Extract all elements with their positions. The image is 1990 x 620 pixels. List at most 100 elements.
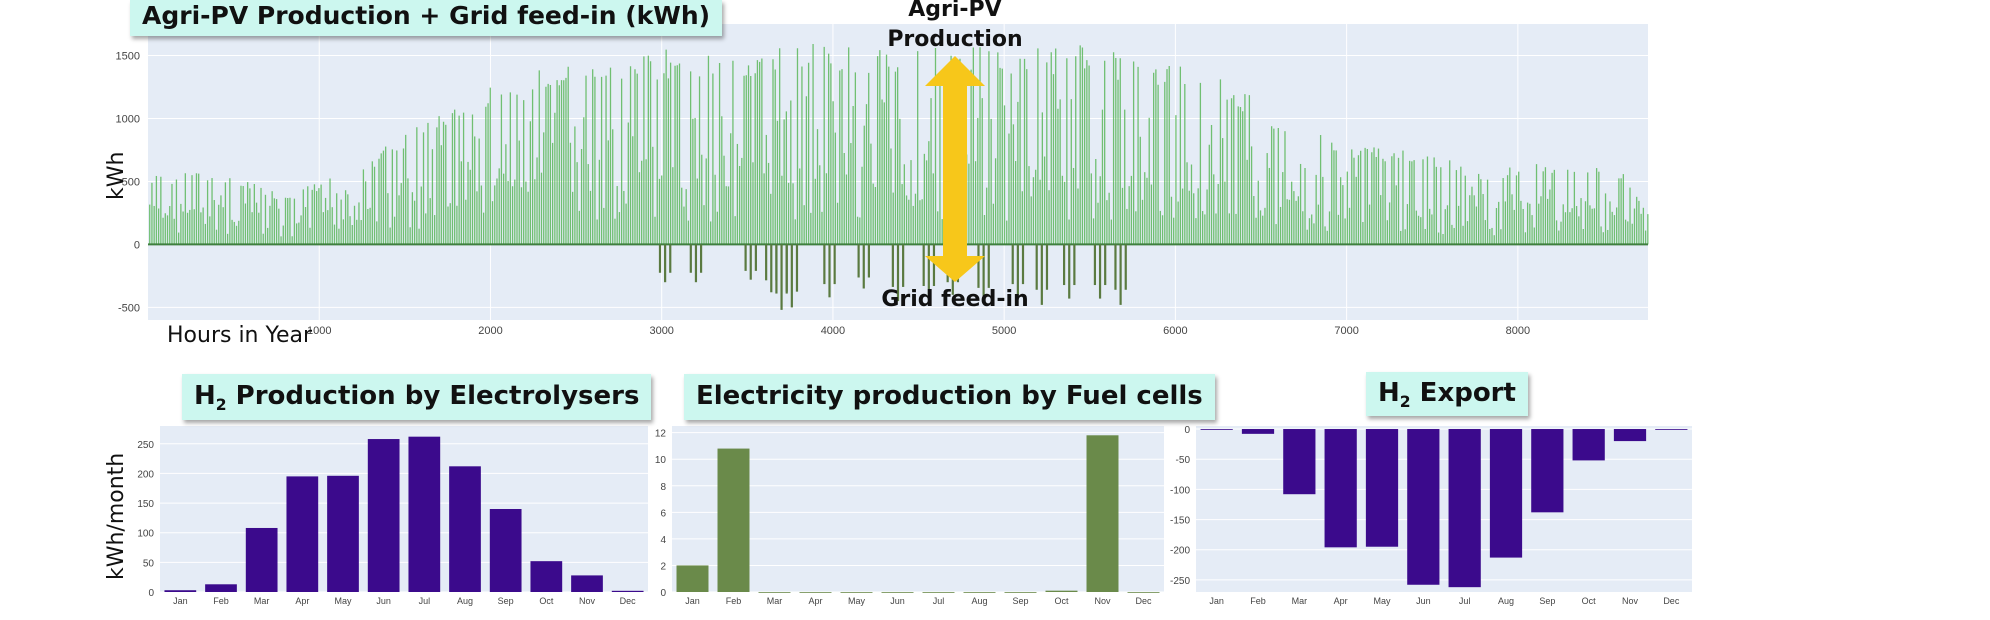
electrolyser-bar-dec <box>611 590 644 592</box>
x-tick-label: 8000 <box>1506 325 1530 337</box>
electrolyser-x-tick-label: May <box>334 596 352 606</box>
electrolyser-y-tick-label: 200 <box>137 469 154 480</box>
export-bar-aug <box>1489 429 1523 558</box>
fuelcell-x-tick-label: Aug <box>971 596 987 606</box>
x-tick-label: 3000 <box>649 325 673 337</box>
export-bar-dec <box>1655 429 1688 430</box>
electrolyser-bar-oct <box>530 561 563 592</box>
electrolyser-x-tick-label: Aug <box>457 596 473 606</box>
fuelcell-y-tick-label: 4 <box>660 535 666 546</box>
export-title: H2 Export <box>1366 372 1528 416</box>
x-tick-label: 1000 <box>307 325 331 337</box>
electrolyser-x-tick-label: Sep <box>498 596 514 606</box>
fuelcell-x-tick-label: May <box>848 596 866 606</box>
fuelcell-bar-sep <box>1004 592 1037 593</box>
annotation-production: Agri-PV Production <box>887 0 1023 52</box>
y-tick-label: 1500 <box>116 50 140 62</box>
electrolyser-x-tick-label: Dec <box>620 596 637 606</box>
export-y-tick-label: 0 <box>1184 425 1190 436</box>
x-tick-label: 7000 <box>1334 325 1358 337</box>
export-x-tick-label: Jul <box>1459 596 1471 606</box>
electrolyser-bar-may <box>327 475 359 592</box>
x-tick-label: 6000 <box>1163 325 1187 337</box>
electrolyser-x-tick-label: Jan <box>173 596 188 606</box>
export-x-tick-label: Sep <box>1539 596 1555 606</box>
y-tick-label: 0 <box>134 239 140 251</box>
electrolyser-y-tick-label: 0 <box>148 588 154 599</box>
export-bar-feb <box>1241 429 1275 434</box>
export-x-tick-label: Jun <box>1416 596 1431 606</box>
fuelcell-bar-nov <box>1086 435 1119 592</box>
export-x-tick-label: Oct <box>1582 596 1597 606</box>
main-title: Agri-PV Production + Grid feed-in (kWh) <box>130 0 723 36</box>
electrolyser-bar-aug <box>449 466 481 592</box>
export-bar-jul <box>1448 429 1481 588</box>
fuelcell-bar-oct <box>1045 590 1078 592</box>
export-y-tick-label: -250 <box>1170 576 1190 587</box>
fuelcell-bar-jan <box>676 565 709 592</box>
export-bar-mar <box>1283 429 1316 495</box>
electrolyser-x-tick-label: Apr <box>295 596 309 606</box>
export-bar-may <box>1365 429 1399 547</box>
fuelcell-x-tick-label: Jul <box>933 596 945 606</box>
fuelcell-x-tick-label: Sep <box>1012 596 1028 606</box>
fuelcell-x-tick-label: Dec <box>1135 596 1152 606</box>
fuelcell-y-tick-label: 6 <box>660 508 666 519</box>
fuelcell-bar-aug <box>963 592 996 593</box>
main-x-label: Hours in Year <box>167 323 313 348</box>
main-title-text: Agri-PV Production + Grid feed-in (kWh) <box>142 1 711 30</box>
fuelcells-title: Electricity production by Fuel cells <box>684 374 1215 420</box>
export-plot-area <box>1196 426 1692 592</box>
export-bar-oct <box>1572 429 1605 461</box>
electrolyser-x-tick-label: Jun <box>376 596 391 606</box>
electrolyser-bar-apr <box>286 476 319 592</box>
electrolyser-bar-mar <box>245 527 278 592</box>
electrolyser-x-tick-label: Nov <box>579 596 596 606</box>
fuelcell-bar-jul <box>922 592 955 593</box>
export-bar-nov <box>1613 429 1647 442</box>
fuelcell-bar-mar <box>758 592 791 593</box>
fuelcell-x-tick-label: Mar <box>767 596 783 606</box>
export-x-tick-label: May <box>1373 596 1391 606</box>
electrolyser-bar-jan <box>164 590 197 592</box>
annotation-feedin: Grid feed-in <box>881 287 1029 312</box>
fuelcell-y-tick-label: 10 <box>655 455 667 466</box>
electrolyser-x-tick-label: Jul <box>419 596 431 606</box>
export-x-tick-label: Mar <box>1292 596 1308 606</box>
fuelcell-bar-apr <box>799 592 832 593</box>
export-bar-jun <box>1407 429 1440 585</box>
x-tick-label: 2000 <box>478 325 502 337</box>
export-x-tick-label: Aug <box>1498 596 1514 606</box>
electrolyser-bar-jul <box>408 436 441 592</box>
export-y-tick-label: -100 <box>1170 485 1190 496</box>
electrolyser-y-tick-label: 50 <box>143 558 155 569</box>
y-tick-label: 500 <box>122 176 140 188</box>
fuelcell-y-tick-label: 0 <box>660 588 666 599</box>
main-y-label: kWh <box>104 151 129 200</box>
fuelcell-plot-area <box>672 426 1164 592</box>
export-y-tick-label: -200 <box>1170 546 1190 557</box>
electrolyser-plot-area <box>160 426 648 592</box>
fuelcell-bar-may <box>840 592 873 593</box>
electrolyser-bar-nov <box>571 575 603 592</box>
fuelcell-x-tick-label: Nov <box>1094 596 1111 606</box>
electrolyser-y-tick-label: 100 <box>137 529 154 540</box>
export-y-tick-label: -50 <box>1176 455 1191 466</box>
electrolyser-y-tick-label: 150 <box>137 499 154 510</box>
fuelcell-x-tick-label: Oct <box>1054 596 1069 606</box>
electrolyser-x-tick-label: Oct <box>539 596 554 606</box>
export-x-tick-label: Feb <box>1250 596 1266 606</box>
electrolyser-bar-jun <box>367 439 400 592</box>
export-bar-sep <box>1531 429 1564 513</box>
electrolyser-x-tick-label: Feb <box>213 596 229 606</box>
y-tick-label: -500 <box>118 302 140 314</box>
fuelcell-y-tick-label: 2 <box>660 561 666 572</box>
export-y-tick-label: -150 <box>1170 516 1190 527</box>
export-x-tick-label: Nov <box>1622 596 1639 606</box>
fuelcell-x-tick-label: Apr <box>808 596 822 606</box>
electrolyser-bar-sep <box>489 509 522 592</box>
electrolysers-title: H2 Production by Electrolysers <box>182 374 652 420</box>
double-arrow-icon <box>925 56 985 282</box>
fuelcell-x-tick-label: Jun <box>890 596 905 606</box>
